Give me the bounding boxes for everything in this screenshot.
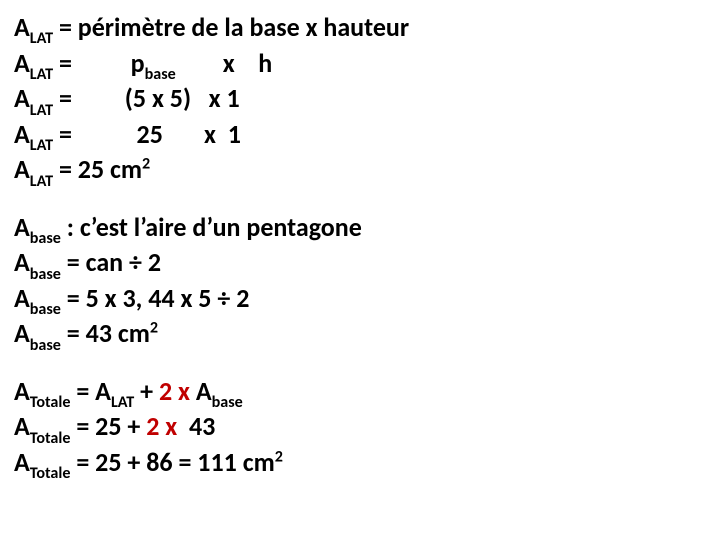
symbol: A	[14, 282, 30, 314]
symbol: A	[14, 410, 30, 442]
base-line-1: Abase : c’est l’aire d’un pentagone	[14, 212, 706, 248]
equation-text: : c’est l’aire d’un pentagone	[61, 211, 362, 243]
symbol: A	[14, 82, 30, 114]
symbol: A	[14, 47, 30, 79]
subscript: LAT	[111, 393, 134, 412]
equation-text: +	[134, 375, 159, 407]
total-area-block: ATotale = ALAT + 2 x Abase ATotale = 25 …	[14, 376, 706, 483]
equation-text: = 25 + 86 = 111 cm	[70, 446, 274, 478]
base-area-block: Abase : c’est l’aire d’un pentagone Abas…	[14, 212, 706, 354]
subscript: LAT	[30, 172, 53, 191]
base-line-2: Abase = can ÷ 2	[14, 247, 706, 283]
subscript: base	[212, 393, 243, 412]
symbol: A	[14, 118, 30, 150]
lateral-area-block: ALAT = périmètre de la base x hauteur AL…	[14, 12, 706, 190]
subscript: LAT	[30, 136, 53, 155]
symbol: A	[14, 375, 30, 407]
subscript: base	[145, 65, 176, 84]
subscript: LAT	[30, 29, 53, 48]
subscript: LAT	[30, 101, 53, 120]
subscript: base	[30, 300, 61, 319]
equation-text: = p	[53, 47, 145, 79]
subscript: LAT	[30, 65, 53, 84]
total-line-3: ATotale = 25 + 86 = 111 cm2	[14, 447, 706, 483]
equation-text: = 25 x 1	[53, 118, 241, 150]
subscript: Totale	[30, 393, 71, 412]
equation-text: = (5 x 5) x 1	[53, 82, 240, 114]
equation-text: = 25 cm	[53, 153, 142, 185]
equation-text: 43	[177, 410, 215, 442]
symbol: A	[14, 153, 30, 185]
subscript: Totale	[30, 464, 71, 483]
equation-text: = can ÷ 2	[61, 246, 161, 278]
equation-text: = 43 cm	[61, 317, 150, 349]
symbol: A	[14, 446, 30, 478]
subscript: Totale	[30, 429, 71, 448]
red-text: 2 x	[159, 375, 190, 407]
superscript: 2	[142, 154, 150, 173]
equation-text: x h	[176, 47, 272, 79]
base-line-3: Abase = 5 x 3, 44 x 5 ÷ 2	[14, 283, 706, 319]
red-text: 2 x	[146, 410, 177, 442]
lat-line-1: ALAT = périmètre de la base x hauteur	[14, 12, 706, 48]
lat-line-3: ALAT = (5 x 5) x 1	[14, 83, 706, 119]
equation-text: = 25 +	[70, 410, 146, 442]
equation-text: A	[190, 375, 212, 407]
subscript: base	[30, 265, 61, 284]
total-line-1: ATotale = ALAT + 2 x Abase	[14, 376, 706, 412]
superscript: 2	[275, 447, 283, 466]
symbol: A	[14, 11, 30, 43]
equation-text: = périmètre de la base x hauteur	[53, 11, 409, 43]
lat-line-4: ALAT = 25 x 1	[14, 119, 706, 155]
symbol: A	[14, 246, 30, 278]
subscript: base	[30, 229, 61, 248]
equation-text: = A	[70, 375, 110, 407]
subscript: base	[30, 336, 61, 355]
total-line-2: ATotale = 25 + 2 x 43	[14, 411, 706, 447]
lat-line-5: ALAT = 25 cm2	[14, 154, 706, 190]
symbol: A	[14, 317, 30, 349]
equation-text: = 5 x 3, 44 x 5 ÷ 2	[61, 282, 249, 314]
symbol: A	[14, 211, 30, 243]
base-line-4: Abase = 43 cm2	[14, 318, 706, 354]
lat-line-2: ALAT = pbase x h	[14, 48, 706, 84]
superscript: 2	[150, 319, 158, 338]
